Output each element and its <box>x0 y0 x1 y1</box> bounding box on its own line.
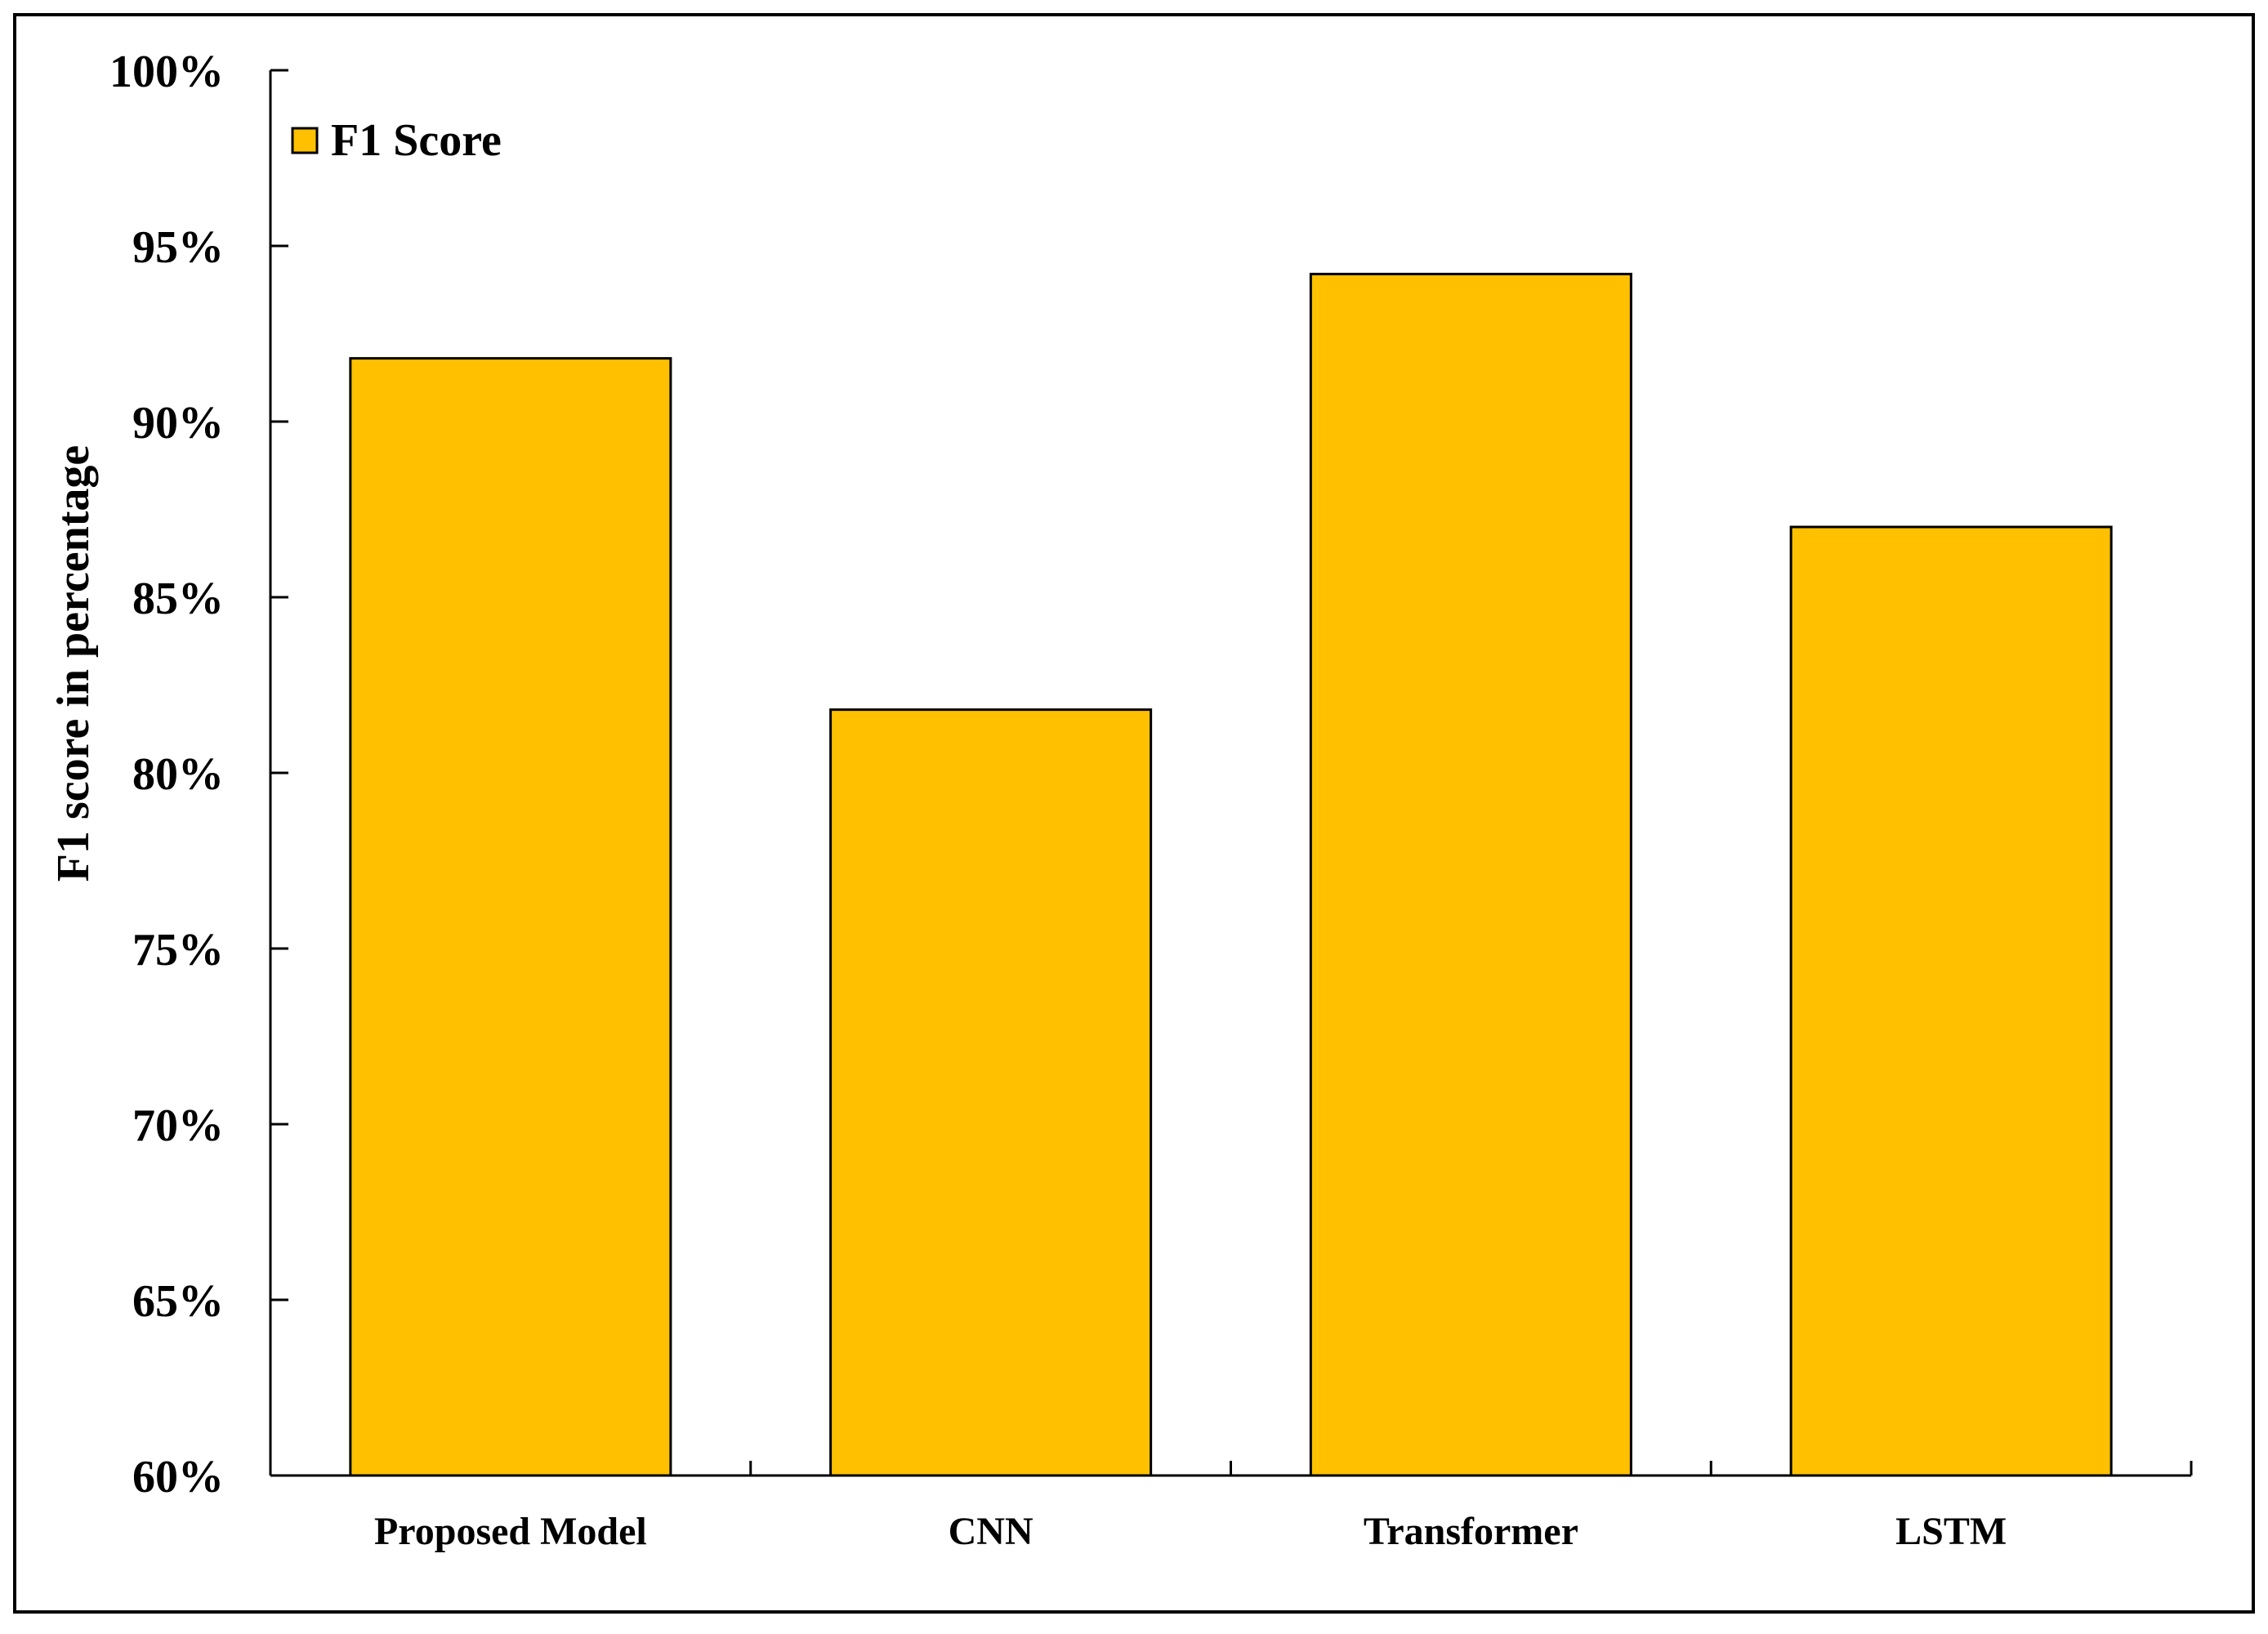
y-tick-label: 100% <box>109 47 224 97</box>
y-tick-label: 95% <box>132 222 224 273</box>
y-tick-label: 75% <box>132 925 224 975</box>
y-tick-label: 80% <box>132 749 224 800</box>
x-tick-label: CNN <box>949 1510 1034 1553</box>
legend-swatch <box>291 127 319 154</box>
legend-label: F1 Score <box>331 115 502 166</box>
y-ticks-layer: 60% 65% 70% 75% 80% 85% 90% 95% 100% <box>109 47 288 1502</box>
bar-lstm <box>1789 525 2113 1477</box>
y-tick-label: 70% <box>132 1100 224 1151</box>
legend: F1 Score <box>291 115 502 166</box>
bars-layer <box>349 272 2113 1477</box>
bar-cnn <box>829 708 1153 1477</box>
x-tick-label: Transformer <box>1364 1510 1578 1553</box>
bar-transformer <box>1309 272 1632 1477</box>
x-tick-label: Proposed Model <box>374 1510 647 1553</box>
y-axis-label: F1 score in percentage <box>48 445 99 882</box>
x-tick-label: LSTM <box>1895 1510 2007 1553</box>
y-tick-label: 85% <box>132 574 224 624</box>
y-tick-label: 60% <box>132 1452 224 1502</box>
y-tick-label: 90% <box>132 398 224 449</box>
y-tick-label: 65% <box>132 1276 224 1327</box>
bar-proposed-model <box>349 357 672 1477</box>
x-ticks-layer: Proposed Model CNN Transformer LSTM <box>374 1461 2193 1553</box>
